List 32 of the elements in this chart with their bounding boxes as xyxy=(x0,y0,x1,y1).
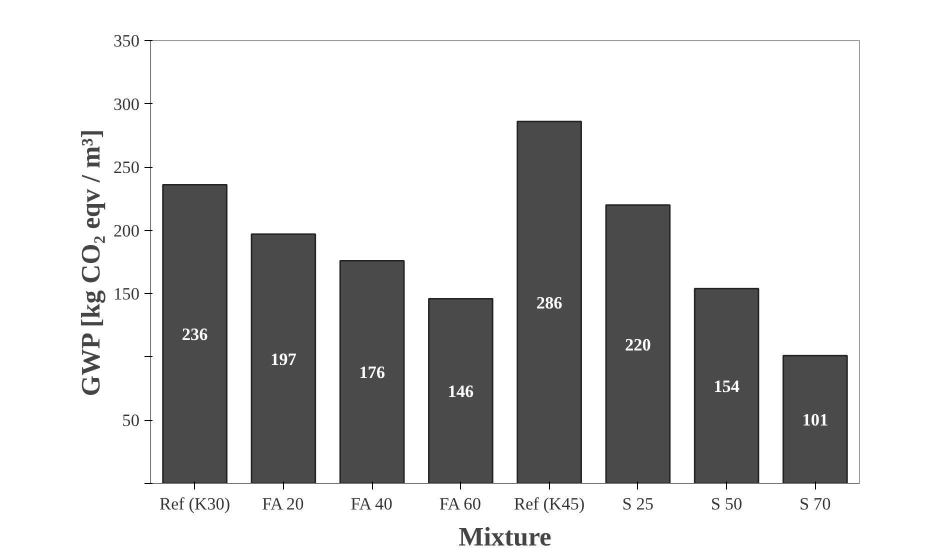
y-tick-label: 50 xyxy=(122,411,140,430)
bar xyxy=(428,298,494,484)
bar xyxy=(782,354,848,484)
data-label: 220 xyxy=(624,335,651,354)
x-tick-label: Ref (K45) xyxy=(514,494,585,514)
y-axis-title: GWP [kg CO₂ eqv / m³] xyxy=(76,129,106,396)
y-tick-label: 250 xyxy=(114,158,140,178)
bar xyxy=(162,184,228,484)
x-tick-label: S 70 xyxy=(800,494,831,514)
data-label: 197 xyxy=(270,350,297,369)
data-label: 101 xyxy=(802,410,828,430)
y-tick-label: 300 xyxy=(114,94,140,114)
y-tick-label: 350 xyxy=(114,32,140,50)
data-label: 154 xyxy=(714,377,740,396)
x-tick-label: FA 20 xyxy=(262,494,304,514)
x-tick-label: Ref (K30) xyxy=(159,494,230,514)
x-axis-title: Mixture xyxy=(458,522,552,552)
data-label: 236 xyxy=(182,325,208,344)
bar xyxy=(516,120,582,484)
bar xyxy=(605,204,671,484)
data-label: 146 xyxy=(448,382,474,402)
bar xyxy=(694,288,760,484)
x-tick-label: S 25 xyxy=(622,494,654,514)
data-label: 286 xyxy=(536,294,563,313)
bar xyxy=(250,233,316,484)
data-label: 176 xyxy=(359,363,386,382)
x-tick-label: FA 40 xyxy=(350,494,392,514)
x-tick-label: FA 60 xyxy=(439,494,482,514)
x-tick-label: S 50 xyxy=(710,494,742,514)
y-tick-label: 200 xyxy=(114,221,140,240)
bar xyxy=(339,260,405,484)
y-tick-label: 150 xyxy=(114,284,140,304)
